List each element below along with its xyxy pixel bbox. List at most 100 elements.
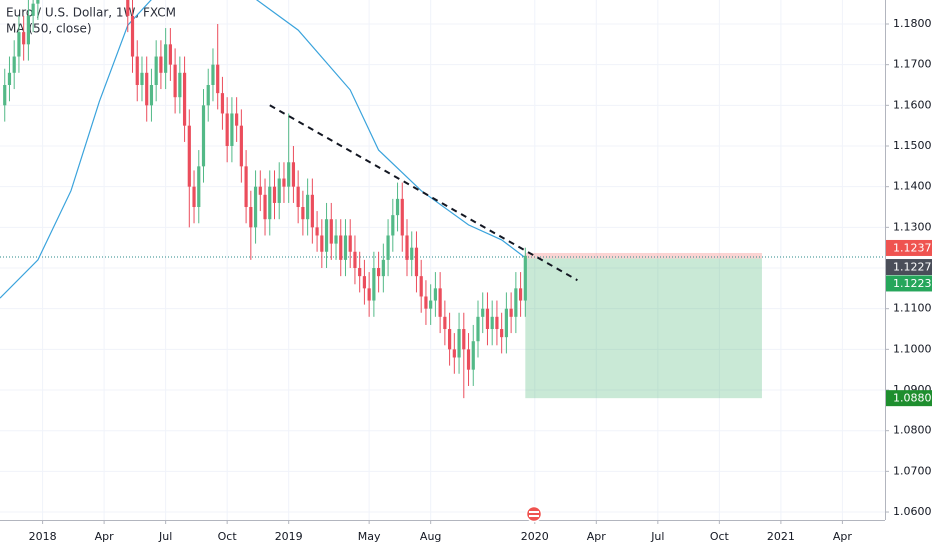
candle-body (324, 219, 329, 252)
candle-body (504, 308, 508, 338)
candle-body (457, 329, 461, 358)
candle-body (476, 316, 480, 342)
candle-body (386, 235, 390, 260)
candle-body (315, 227, 319, 236)
candle-body (391, 215, 395, 236)
candle-body (277, 178, 281, 203)
candle-body (31, 3, 35, 16)
stop-label-box (886, 239, 932, 256)
candle-body (320, 235, 324, 252)
target-zone (525, 258, 762, 399)
x-tick-label: Apr (833, 530, 853, 543)
candle-body (7, 72, 12, 85)
x-tick-label: 2020 (521, 530, 549, 543)
candle-body (348, 235, 352, 252)
candle-body (395, 198, 400, 216)
entry-label-box (886, 275, 932, 292)
event-icon[interactable] (525, 505, 543, 523)
candle-body (282, 178, 286, 187)
candle-body (235, 113, 239, 126)
candle-body (414, 247, 419, 277)
candle-body (164, 44, 168, 73)
candle-body (339, 235, 343, 260)
y-tick-label: 1.08000 (893, 424, 932, 437)
y-tick-label: 1.10000 (893, 342, 932, 355)
candle-body (263, 194, 267, 220)
candle-body (433, 288, 438, 301)
candle-body (272, 186, 277, 203)
candle-body (329, 219, 333, 244)
candle-body (291, 162, 296, 187)
candle-body (296, 186, 300, 208)
candle-body (239, 125, 243, 167)
candle-body (244, 166, 248, 208)
candle-body (485, 308, 490, 330)
candle-body (377, 268, 381, 277)
candle-body (310, 194, 314, 228)
candle-body (135, 56, 139, 85)
candle-body (514, 288, 518, 317)
trend-line (269, 104, 578, 282)
x-tick-label: 2019 (275, 530, 303, 543)
candle-body (187, 125, 191, 187)
candle-body (36, 0, 40, 4)
y-tick-label: 1.17000 (893, 58, 932, 71)
candle-body (523, 255, 527, 301)
candle-body (443, 316, 447, 330)
candle-body (424, 296, 428, 309)
candle-body (481, 308, 485, 317)
candle-body (400, 198, 404, 236)
candle-body (220, 93, 225, 114)
x-tick-label: Jul (650, 530, 664, 543)
target-label-box (886, 390, 932, 407)
y-tick-label: 1.15000 (893, 139, 932, 152)
candle-body (22, 32, 26, 45)
candle-body (12, 56, 16, 73)
candle-body (301, 207, 305, 220)
candle-body (452, 349, 456, 358)
candle-body (206, 84, 210, 106)
candle-body (178, 72, 182, 98)
candle-body (509, 308, 513, 317)
candle-body (216, 64, 220, 94)
y-tick-label: 1.14000 (893, 180, 932, 193)
candle-body (258, 186, 262, 195)
candle-body (130, 15, 135, 57)
candle-body (405, 235, 409, 260)
x-tick-label: 2021 (767, 530, 795, 543)
candle-body (410, 247, 414, 260)
candle-body (126, 0, 130, 16)
candle-body (462, 329, 466, 350)
flag-stripe (529, 515, 539, 517)
candle-body (192, 186, 196, 208)
candle-body (197, 166, 201, 208)
candle-body (306, 194, 310, 220)
candle-body (429, 300, 433, 309)
candle-body (438, 288, 442, 317)
grid (0, 0, 885, 520)
last-price-label: 1.12270 (893, 261, 932, 274)
x-tick-label: Aug (420, 530, 441, 543)
x-tick-label: Jul (158, 530, 172, 543)
candle-body (149, 84, 154, 106)
candle-body (287, 162, 291, 187)
flag-icon[interactable] (525, 505, 543, 523)
candle-body (471, 341, 475, 370)
x-tick-label: 2018 (29, 530, 57, 543)
candle-body (372, 268, 376, 301)
y-tick-label: 1.13000 (893, 220, 932, 233)
target-label: 1.08800 (893, 392, 932, 405)
candle-body (419, 276, 423, 297)
candle-body (154, 56, 158, 85)
candle-body (173, 64, 177, 98)
candle-body (367, 288, 371, 301)
x-tick-label: Apr (95, 530, 115, 543)
candle-body (3, 84, 7, 106)
x-tick-label: Apr (587, 530, 607, 543)
y-tick-label: 1.18000 (893, 17, 932, 30)
moving-average (0, 0, 526, 299)
candle-body (518, 288, 523, 301)
candle-body (182, 72, 187, 126)
candle-body (381, 259, 385, 277)
